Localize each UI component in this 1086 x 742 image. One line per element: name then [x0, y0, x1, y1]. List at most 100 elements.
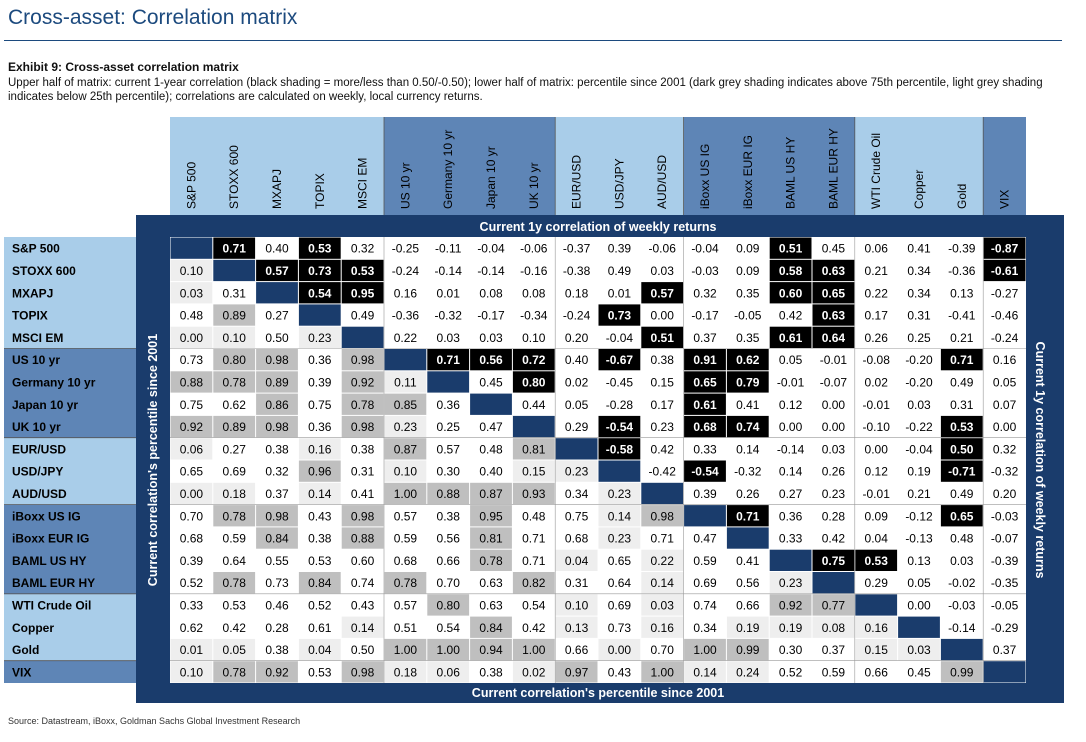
- cell-value: -0.07: [991, 532, 1019, 546]
- matrix-cell: [598, 282, 641, 304]
- matrix-cell: [940, 616, 983, 638]
- cell-value: 0.71: [950, 353, 974, 367]
- matrix-cell: [213, 326, 256, 348]
- matrix-cell: [983, 282, 1026, 304]
- matrix-cell: [427, 482, 470, 505]
- matrix-cell: [213, 304, 256, 326]
- matrix-cell: [470, 259, 512, 282]
- cell-value: 0.47: [693, 532, 717, 546]
- matrix-cell: [983, 393, 1026, 415]
- matrix-cell: [726, 505, 769, 527]
- matrix-cell: [213, 527, 256, 549]
- cell-value: 0.22: [865, 286, 889, 300]
- matrix-cell: [684, 572, 726, 594]
- matrix-cell: [726, 326, 769, 348]
- cell-value: 0.56: [736, 576, 760, 590]
- cell-value: 0.11: [394, 375, 417, 389]
- matrix-cell: [512, 549, 555, 571]
- matrix-cell: [812, 505, 855, 527]
- cell-value: 0.78: [223, 665, 247, 679]
- cell-value: 0.75: [565, 509, 589, 523]
- cell-value: 0.64: [608, 576, 632, 590]
- cell-value: -0.05: [991, 598, 1019, 612]
- matrix-cell: [170, 505, 213, 527]
- matrix-cell: [555, 549, 598, 571]
- matrix-cell: [555, 349, 598, 371]
- matrix-cell: [298, 237, 341, 259]
- matrix-cell: [684, 661, 726, 683]
- cell-value: 0.71: [522, 532, 546, 546]
- cell-value: 0.56: [479, 353, 503, 367]
- exhibit-title: Exhibit 9: Cross-asset correlation matri…: [8, 60, 239, 74]
- cell-value: 0.39: [180, 554, 204, 568]
- cell-value: 0.00: [865, 442, 889, 456]
- matrix-cell: [555, 616, 598, 638]
- title-divider: [4, 40, 1062, 41]
- cell-value: 0.92: [265, 665, 289, 679]
- matrix-cell: [555, 282, 598, 304]
- matrix-cell: [384, 482, 427, 505]
- cell-value: 0.75: [822, 554, 846, 568]
- column-label: Copper: [912, 170, 926, 209]
- cell-value: 0.48: [180, 309, 204, 323]
- matrix-cell: [855, 304, 898, 326]
- matrix-background: [170, 237, 1026, 683]
- matrix-cell: [384, 638, 427, 661]
- matrix-cell: [940, 259, 983, 282]
- column-group-band: [854, 117, 984, 215]
- matrix-cell: [726, 237, 769, 259]
- matrix-cell: [512, 616, 555, 638]
- matrix-cell: [983, 460, 1026, 482]
- matrix-cell: [512, 527, 555, 549]
- matrix-cell: [384, 237, 427, 259]
- diagonal-cell: [812, 572, 855, 594]
- cell-value: -0.05: [734, 309, 762, 323]
- matrix-cell: [341, 616, 384, 638]
- matrix-cell: [298, 415, 341, 438]
- cell-value: 0.16: [993, 353, 1017, 367]
- cell-value: 0.65: [693, 375, 717, 389]
- matrix-cell: [726, 572, 769, 594]
- cell-value: 0.38: [437, 509, 461, 523]
- matrix-cell: [170, 527, 213, 549]
- cell-value: -0.03: [948, 598, 976, 612]
- row-label: WTI Crude Oil: [12, 598, 91, 612]
- matrix-cell: [940, 282, 983, 304]
- cell-value: 0.57: [394, 509, 418, 523]
- cell-value: 0.98: [351, 353, 375, 367]
- cell-value: 0.60: [351, 554, 375, 568]
- cell-value: 0.42: [522, 621, 546, 635]
- matrix-cell: [256, 237, 298, 259]
- cell-value: 0.40: [265, 242, 289, 256]
- matrix-cell: [983, 505, 1026, 527]
- cell-value: 0.57: [437, 442, 461, 456]
- matrix-cell: [298, 527, 341, 549]
- matrix-cell: [940, 594, 983, 616]
- cell-value: 0.23: [608, 532, 632, 546]
- cell-value: 0.42: [651, 442, 675, 456]
- cell-value: -0.24: [991, 331, 1019, 345]
- matrix-cell: [470, 326, 512, 348]
- cell-value: 0.18: [394, 665, 418, 679]
- matrix-cell: [213, 415, 256, 438]
- row-group-band: [4, 660, 164, 683]
- source-note: Source: Datastream, iBoxx, Goldman Sachs…: [8, 716, 301, 726]
- matrix-cell: [384, 371, 427, 393]
- cell-value: -0.41: [948, 309, 976, 323]
- cell-value: 0.99: [950, 665, 974, 679]
- cell-value: 0.00: [608, 643, 632, 657]
- cell-value: 0.70: [437, 576, 461, 590]
- matrix-cell: [855, 661, 898, 683]
- matrix-cell: [170, 482, 213, 505]
- matrix-cell: [641, 661, 684, 683]
- cell-value: 0.66: [437, 554, 461, 568]
- cell-value: 0.74: [736, 420, 760, 434]
- matrix-cell: [470, 505, 512, 527]
- row-label: BAML US HY: [12, 554, 86, 568]
- cell-value: 1.00: [394, 487, 418, 501]
- matrix-cell: [555, 638, 598, 661]
- cell-value: 0.12: [865, 465, 889, 479]
- matrix-cell: [170, 638, 213, 661]
- matrix-cell: [598, 594, 641, 616]
- matrix-cell: [940, 349, 983, 371]
